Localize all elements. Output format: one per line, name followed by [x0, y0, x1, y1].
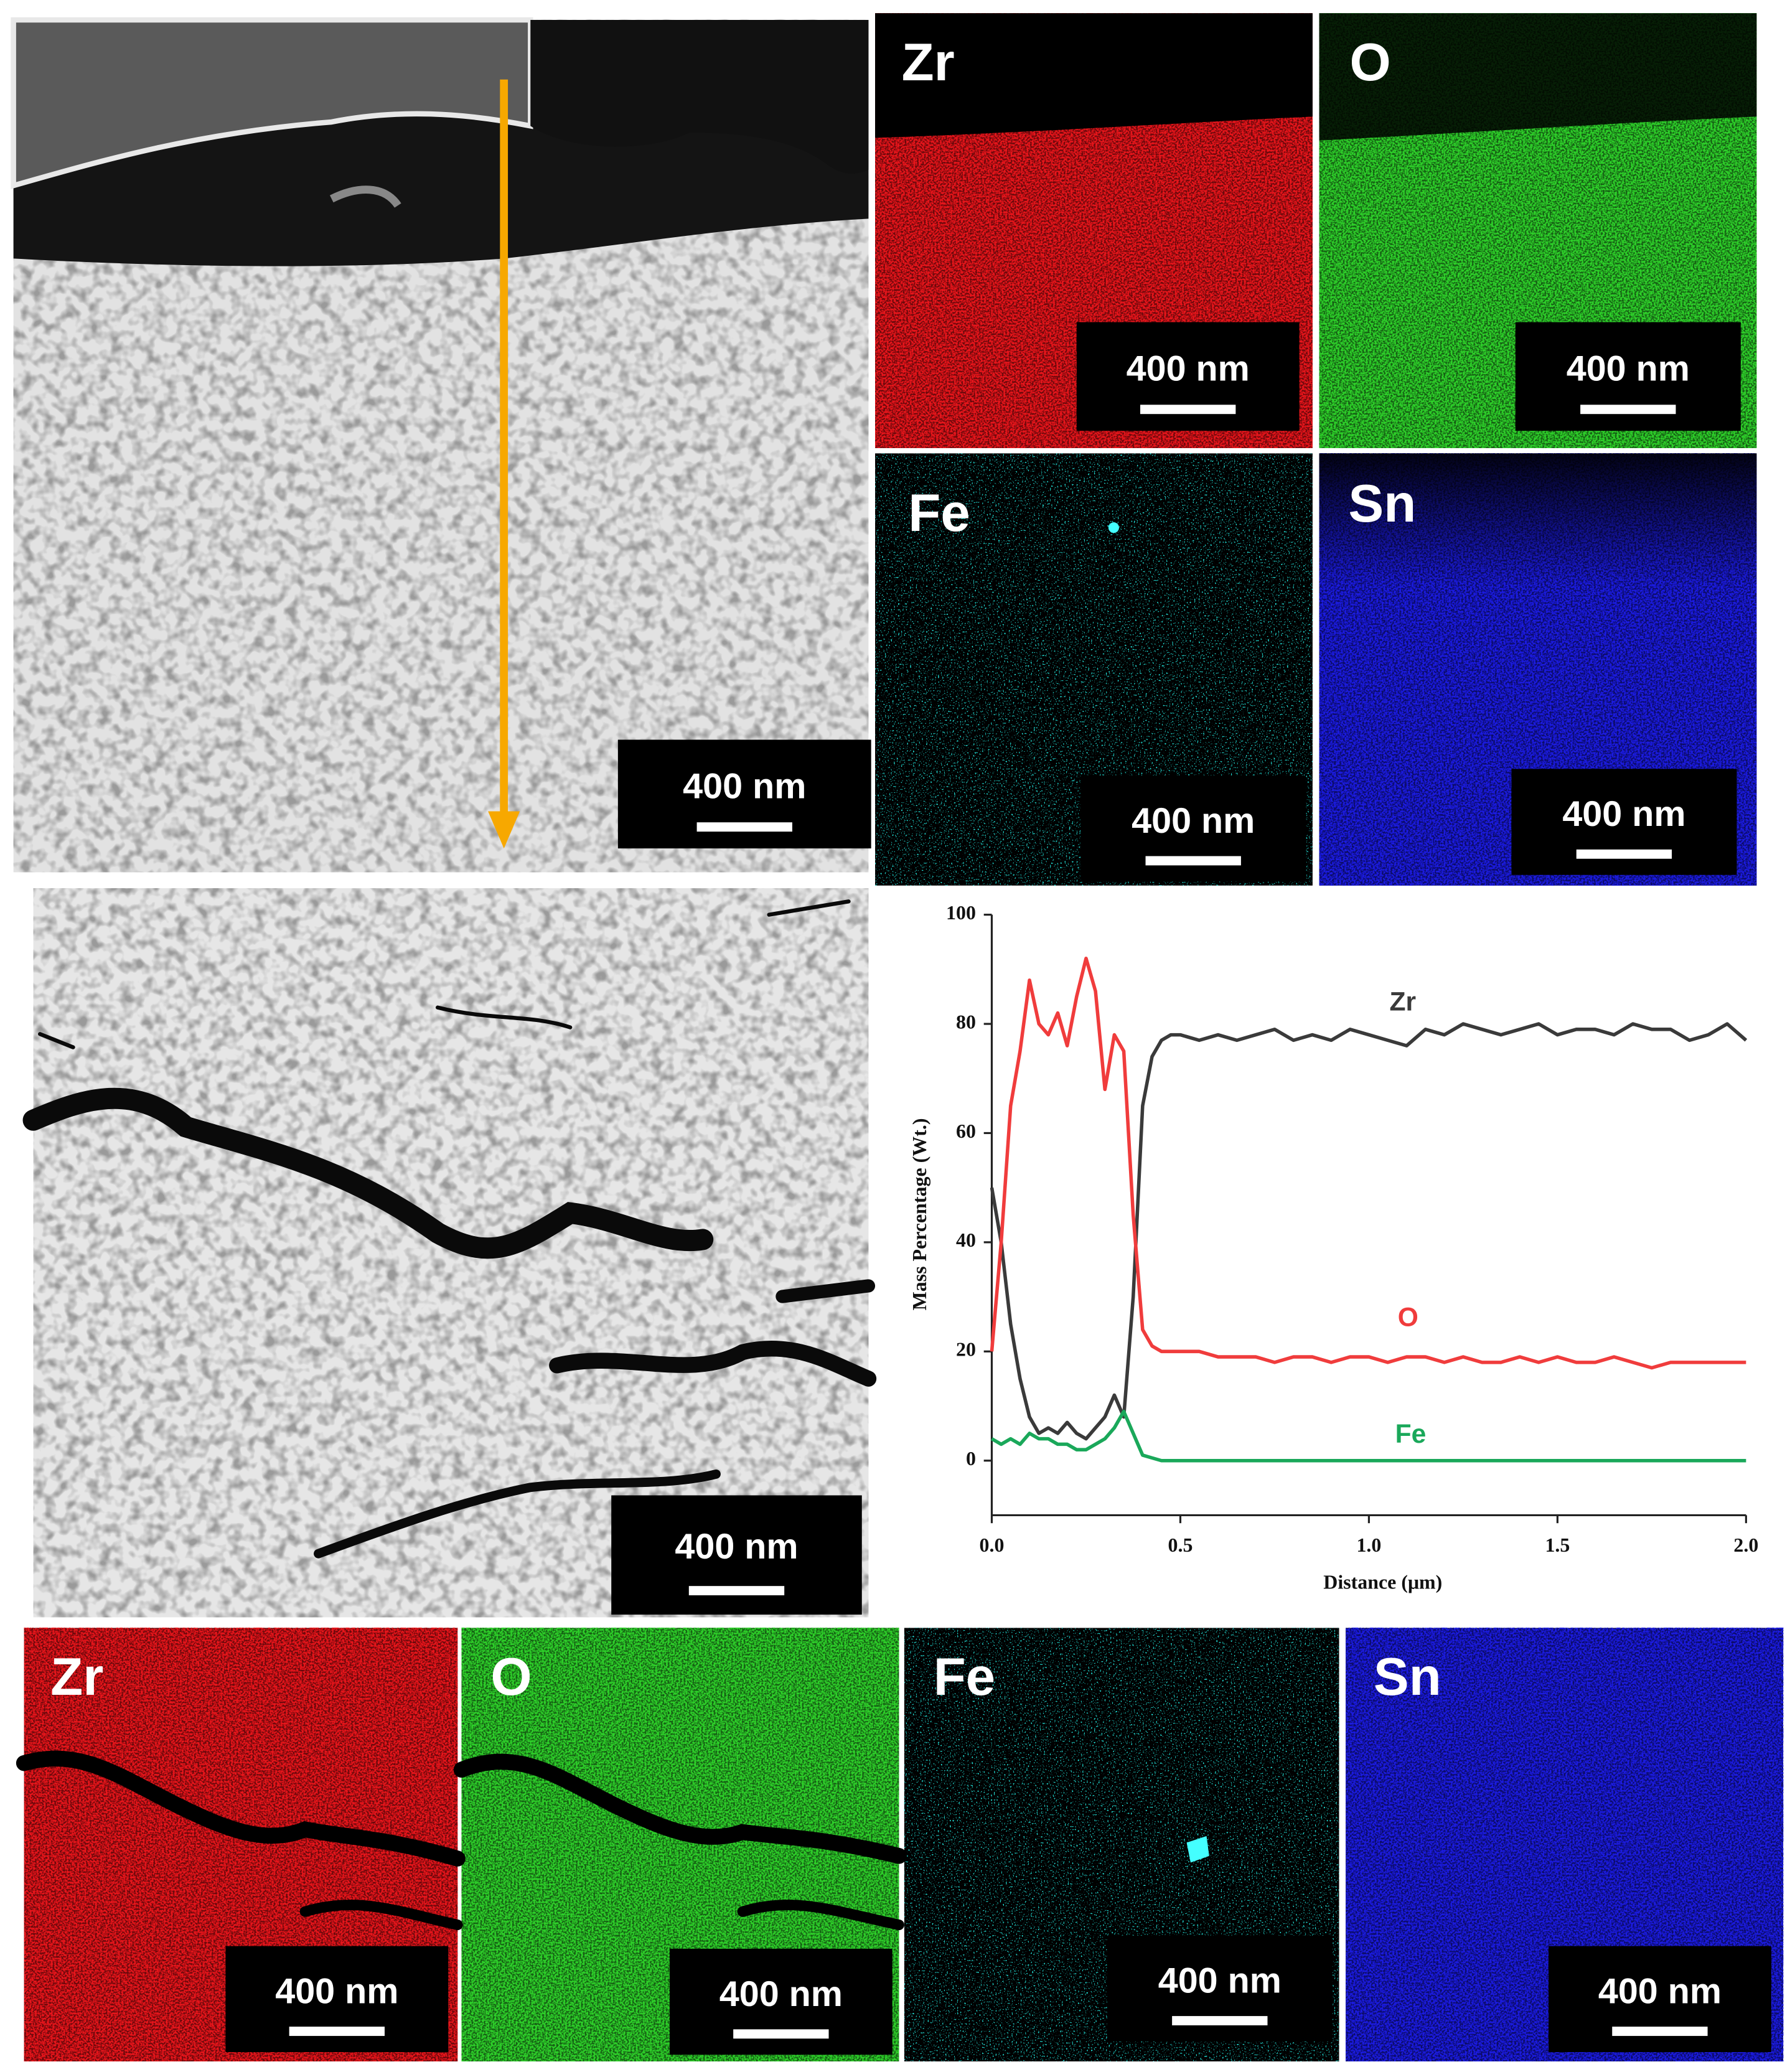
x-tick-label: 0.0 — [980, 1534, 1005, 1556]
scale-bar-label: 400 nm — [1562, 794, 1685, 834]
y-tick-label: 0 — [966, 1448, 976, 1470]
crack — [776, 1279, 876, 1303]
scan-arrow-head — [488, 811, 520, 849]
scale-bar — [1580, 405, 1676, 415]
x-tick-label: 1.0 — [1356, 1534, 1381, 1556]
scale-bar — [1576, 849, 1672, 859]
crack — [314, 1469, 721, 1559]
scale-bar — [1140, 405, 1236, 415]
x-axis-label: Distance (μm) — [1323, 1572, 1442, 1593]
cracks — [22, 899, 877, 1559]
crack — [299, 1900, 463, 1931]
element-label: Zr — [50, 1648, 103, 1707]
scale-bar — [688, 1586, 785, 1596]
y-tick-label: 80 — [956, 1011, 976, 1033]
y-tick-label: 100 — [946, 902, 976, 924]
fe-particle — [1108, 522, 1119, 533]
crack — [22, 1087, 714, 1259]
series-label: Fe — [1395, 1419, 1427, 1449]
fe-particle — [1186, 1835, 1209, 1863]
scale-bar-label: 400 nm — [1127, 349, 1250, 388]
scale-bar-label: 400 nm — [275, 1972, 398, 2012]
crack — [453, 1753, 907, 1864]
crack — [16, 1750, 466, 1867]
scale-bar-label: 400 nm — [719, 1974, 843, 2014]
crack — [549, 1340, 877, 1387]
map-cracks — [16, 1750, 907, 1931]
scale-bar — [1612, 2027, 1708, 2037]
element-label: O — [1350, 33, 1391, 92]
series-label: O — [1398, 1302, 1418, 1332]
element-label: Sn — [1374, 1648, 1441, 1707]
y-tick-label: 40 — [956, 1229, 976, 1251]
scale-bar — [733, 2029, 829, 2039]
series-line — [990, 957, 1746, 1370]
series-line — [990, 1022, 1748, 1441]
scale-bar-label: 400 nm — [1158, 1961, 1282, 2000]
scale-bar-label: 400 nm — [1132, 801, 1255, 841]
crack — [737, 1900, 904, 1931]
element-label: Zr — [902, 33, 955, 92]
vacuum-region — [875, 13, 1313, 138]
crack — [38, 899, 851, 1049]
scale-bar-label: 400 nm — [1598, 1972, 1722, 2012]
scale-bar — [1172, 2016, 1268, 2026]
scale-bar — [289, 2027, 385, 2037]
line-chart: Distance (μm) Mass Percentage (Wt.) 0 20 4… — [909, 902, 1758, 1593]
sem-image-top — [11, 17, 869, 873]
scale-bar-label: 400 nm — [683, 766, 806, 806]
scale-bar — [1145, 856, 1241, 866]
element-label: O — [490, 1648, 532, 1707]
map-overlays — [16, 13, 1757, 1931]
element-label: Fe — [934, 1648, 995, 1707]
x-tick-label: 0.5 — [1168, 1534, 1193, 1556]
y-tick-label: 20 — [956, 1339, 976, 1361]
vacuum-region — [1319, 453, 1757, 586]
scale-bar-label: 400 nm — [675, 1527, 798, 1567]
x-tick-label: 2.0 — [1733, 1534, 1758, 1556]
y-axis-label: Mass Percentage (Wt.) — [909, 1118, 930, 1311]
x-tick-label: 1.5 — [1545, 1534, 1570, 1556]
particle — [329, 185, 401, 208]
element-label: Fe — [908, 484, 970, 543]
coating-layer — [11, 17, 533, 189]
y-tick-label: 60 — [956, 1120, 976, 1142]
coating-gap — [530, 19, 869, 174]
element-label: Sn — [1348, 474, 1416, 533]
scale-bar-label: 400 nm — [1567, 349, 1690, 388]
series-line — [991, 1410, 1746, 1463]
vacuum-region — [1319, 13, 1757, 141]
scale-bar — [696, 822, 792, 832]
series-label: Zr — [1389, 987, 1416, 1017]
